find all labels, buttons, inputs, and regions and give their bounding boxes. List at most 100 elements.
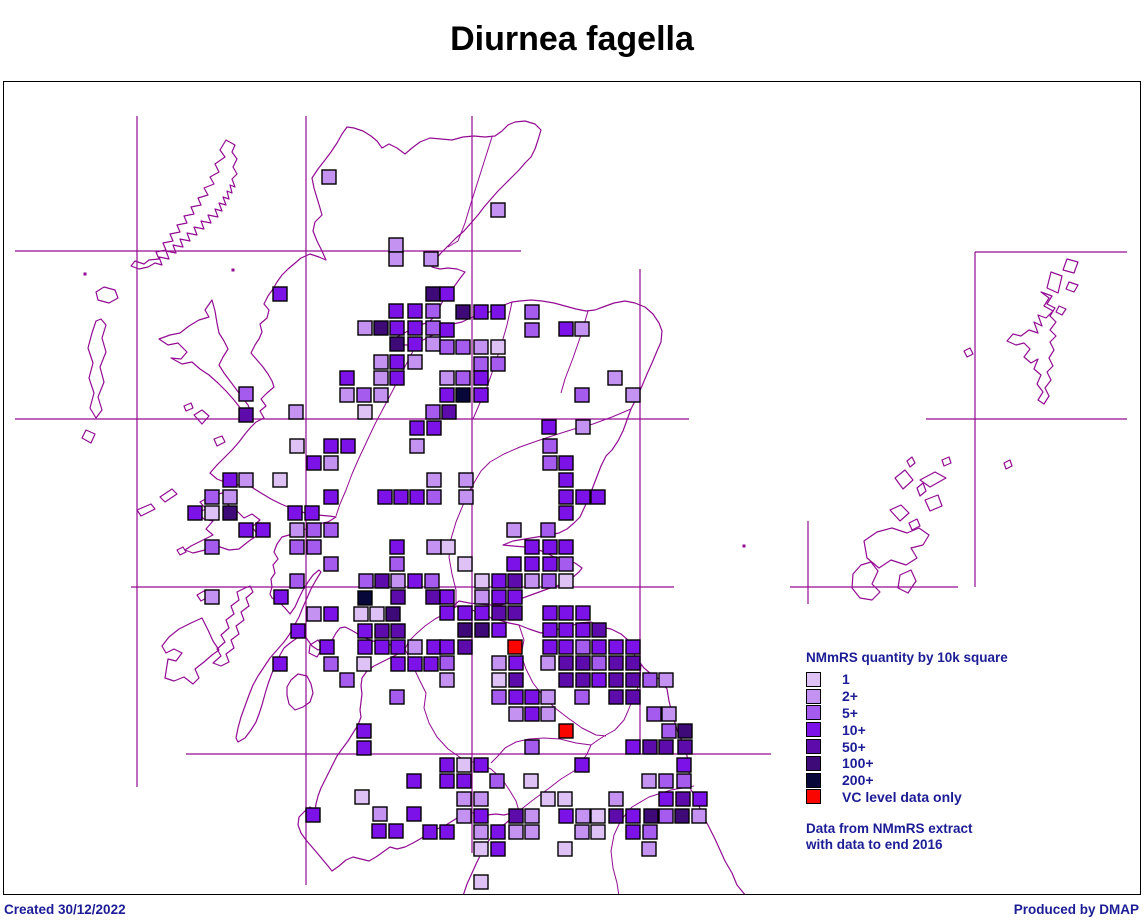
- distribution-square: [507, 639, 523, 655]
- distribution-square: [557, 841, 573, 857]
- distribution-square: [677, 723, 693, 739]
- coastline: [919, 471, 947, 488]
- coastline: [95, 286, 119, 304]
- legend-note-line1: Data from NMmRS extract: [806, 821, 973, 837]
- distribution-square: [439, 824, 455, 840]
- distribution-square: [373, 370, 389, 386]
- distribution-square: [439, 370, 455, 386]
- distribution-square: [426, 472, 442, 488]
- distribution-square: [641, 841, 657, 857]
- coastline: [213, 435, 226, 447]
- distribution-square: [425, 404, 441, 420]
- distribution-square: [456, 791, 472, 807]
- distribution-square: [591, 655, 607, 671]
- distribution-square: [591, 639, 607, 655]
- distribution-square: [524, 689, 540, 705]
- distribution-square: [357, 590, 373, 606]
- distribution-square: [540, 791, 556, 807]
- distribution-square: [625, 824, 641, 840]
- distribution-square: [455, 339, 471, 355]
- coastline: [136, 503, 156, 517]
- distribution-square: [575, 605, 591, 621]
- distribution-square: [625, 387, 641, 403]
- distribution-square: [222, 505, 238, 521]
- distribution-square: [491, 573, 507, 589]
- distribution-square: [407, 639, 423, 655]
- distribution-square: [289, 539, 305, 555]
- distribution-square: [490, 356, 506, 372]
- distribution-square: [373, 354, 389, 370]
- legend-swatch-icon: [806, 755, 821, 771]
- map-frame: [3, 81, 1141, 895]
- distribution-square: [373, 387, 389, 403]
- distribution-square: [456, 773, 472, 789]
- distribution-square: [608, 672, 624, 688]
- distribution-square: [187, 505, 203, 521]
- distribution-square: [524, 322, 540, 338]
- distribution-square: [473, 841, 489, 857]
- coastline: [130, 139, 238, 270]
- legend-item-label: 200+: [842, 772, 874, 789]
- distribution-square: [425, 589, 441, 605]
- distribution-square: [590, 808, 606, 824]
- distribution-square: [388, 237, 404, 253]
- distribution-square: [574, 824, 590, 840]
- distribution-square: [524, 539, 540, 555]
- distribution-square: [373, 320, 389, 336]
- distribution-square: [473, 808, 489, 824]
- distribution-square: [390, 589, 406, 605]
- distribution-square: [306, 539, 322, 555]
- distribution-square: [625, 672, 641, 688]
- distribution-square: [357, 639, 373, 655]
- legend-swatch-icon: [806, 772, 821, 788]
- distribution-square: [542, 605, 558, 621]
- produced-by: Produced by DMAP: [1013, 902, 1139, 917]
- distribution-square: [356, 740, 372, 756]
- distribution-square: [558, 622, 574, 638]
- legend-item-label: 100+: [842, 755, 874, 772]
- coastline: [209, 120, 746, 894]
- distribution-square: [290, 623, 306, 639]
- distribution-square: [289, 522, 305, 538]
- distribution-square: [356, 656, 372, 672]
- distribution-square: [439, 605, 455, 621]
- distribution-square: [439, 322, 455, 338]
- distribution-square: [524, 808, 540, 824]
- distribution-square: [473, 824, 489, 840]
- coastline: [1062, 258, 1079, 274]
- legend-item-label: 10+: [842, 721, 866, 738]
- distribution-square: [389, 556, 405, 572]
- distribution-square: [409, 438, 425, 454]
- coastline: [908, 518, 921, 531]
- distribution-square: [426, 639, 442, 655]
- distribution-square: [625, 655, 641, 671]
- distribution-square: [406, 806, 422, 822]
- distribution-square: [542, 622, 558, 638]
- distribution-square: [423, 656, 439, 672]
- legend: NMmRS quantity by 10k square 1 2+ 5+ 10+ 50+…: [806, 650, 1008, 852]
- distribution-square: [473, 356, 489, 372]
- distribution-square: [658, 773, 674, 789]
- distribution-square: [204, 539, 220, 555]
- distribution-square: [390, 656, 406, 672]
- distribution-square: [238, 407, 254, 423]
- distribution-square: [323, 489, 339, 505]
- distribution-square: [490, 202, 506, 218]
- distribution-square: [642, 824, 658, 840]
- coastline: [159, 488, 178, 503]
- distribution-square: [323, 438, 339, 454]
- distribution-square: [439, 286, 455, 302]
- distribution-square: [440, 539, 456, 555]
- distribution-square: [388, 823, 404, 839]
- boundary-line: [447, 136, 493, 248]
- distribution-square: [575, 419, 591, 435]
- distribution-square: [506, 522, 522, 538]
- distribution-square: [439, 773, 455, 789]
- distribution-square: [524, 573, 540, 589]
- distribution-square: [491, 672, 507, 688]
- coastline: [87, 318, 107, 419]
- distribution-square: [658, 739, 674, 755]
- distribution-square: [658, 791, 674, 807]
- distribution-square: [407, 303, 423, 319]
